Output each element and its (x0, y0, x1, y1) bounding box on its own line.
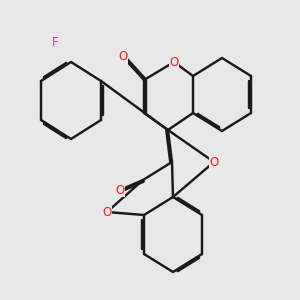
Text: O: O (102, 206, 112, 218)
Text: F: F (52, 35, 58, 49)
Text: O: O (169, 56, 178, 68)
Text: O: O (118, 50, 127, 64)
Text: O: O (209, 155, 219, 169)
Text: O: O (116, 184, 124, 196)
